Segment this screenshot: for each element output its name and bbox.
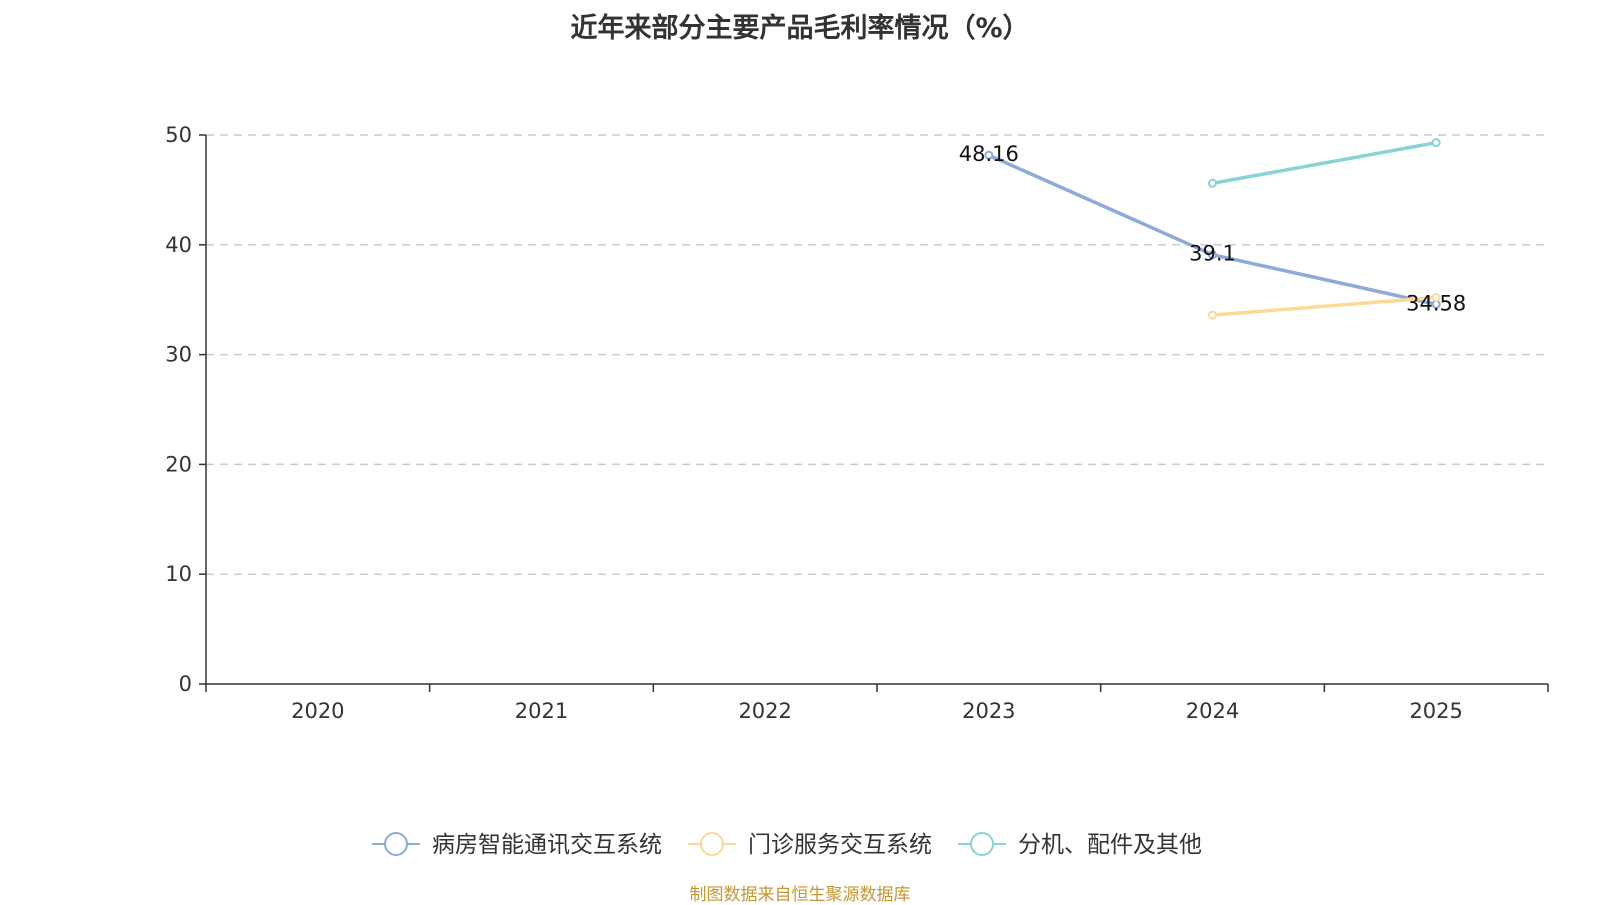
data-point — [984, 150, 994, 160]
legend-label: 分机、配件及其他 — [1018, 832, 1202, 858]
legend-item[interactable]: 分机、配件及其他 — [958, 832, 1202, 858]
series-line-2 — [1212, 295, 1437, 317]
legend-item[interactable]: 门诊服务交互系统 — [688, 832, 932, 858]
y-tick-label: 0 — [179, 672, 192, 696]
x-tick-label: 2021 — [515, 699, 568, 723]
x-tick-label: 2023 — [962, 699, 1015, 723]
data-point — [1431, 293, 1441, 303]
x-tick-label: 2020 — [291, 699, 344, 723]
series-layer — [984, 138, 1441, 320]
y-tick-label: 20 — [165, 452, 192, 476]
data-label: 39.1 — [1189, 242, 1236, 266]
y-tick-label: 40 — [165, 233, 192, 257]
data-point — [1208, 250, 1217, 260]
chart-title: 近年来部分主要产品毛利率情况（%） — [570, 13, 1030, 44]
axes: 0 10 20 30 40 50 2020 2021 2022 2023 2024 2025 — [165, 123, 1549, 723]
data-point — [1208, 310, 1217, 320]
data-label: 48.16 — [959, 142, 1019, 166]
series-line-3 — [1212, 140, 1437, 186]
legend-label: 门诊服务交互系统 — [748, 832, 932, 858]
data-point — [1431, 138, 1441, 148]
series-line-1 — [988, 153, 1437, 307]
grid-lines — [206, 134, 1548, 575]
data-labels: 48.16 39.1 34.58 — [959, 142, 1466, 315]
x-tick-label: 2024 — [1186, 699, 1239, 723]
legend-marker-icon — [700, 832, 724, 856]
x-tick-label: 2025 — [1409, 699, 1462, 723]
legend-item[interactable]: 病房智能通讯交互系统 — [372, 832, 662, 858]
legend-marker-icon — [384, 832, 408, 856]
data-point — [1208, 178, 1217, 188]
y-tick-label: 30 — [165, 343, 192, 367]
legend-label: 病房智能通讯交互系统 — [432, 832, 662, 858]
y-tick-label: 50 — [165, 123, 192, 147]
x-tick-label: 2022 — [738, 699, 791, 723]
y-tick-label: 10 — [165, 562, 192, 586]
data-label: 34.58 — [1406, 291, 1466, 315]
source-note: 制图数据来自恒生聚源数据库 — [689, 885, 911, 905]
legend-marker-icon — [970, 832, 994, 856]
legend: 病房智能通讯交互系统 门诊服务交互系统 分机、配件及其他 — [372, 832, 1202, 858]
